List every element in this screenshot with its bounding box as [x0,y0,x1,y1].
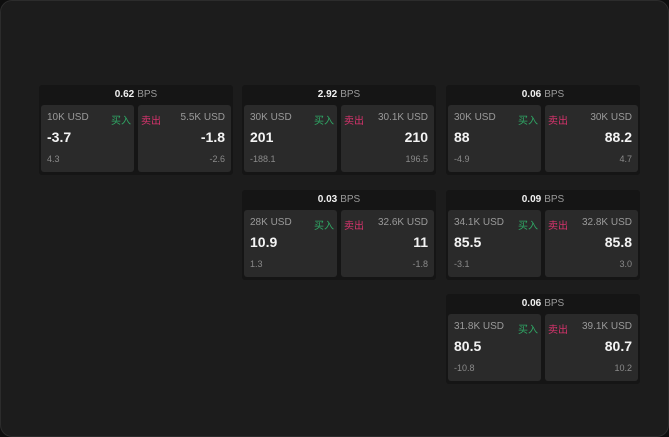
sell-label: 卖出 [548,325,568,336]
spread-unit: BPS [340,89,361,100]
quote-cells: 30K USD 买入 201 -188.1 30.1K USD 卖出 210 1… [242,105,436,172]
sell-change: 4.7 [619,154,632,164]
buy-size: 30K USD [250,112,292,123]
sell-quote-cell[interactable]: 32.6K USD 卖出 11 -1.8 [341,210,434,277]
buy-size: 10K USD [47,112,89,123]
spread-unit: BPS [340,194,361,205]
sell-size: 39.1K USD [581,321,632,332]
buy-price: 80.5 [454,338,482,354]
sell-change: 3.0 [619,259,632,269]
buy-change: 4.3 [47,154,60,164]
sell-quote-cell[interactable]: 39.1K USD 卖出 80.7 10.2 [545,314,638,381]
spread-value: 0.06 [521,89,542,100]
buy-change: -188.1 [250,154,276,164]
buy-price: 201 [250,129,274,145]
sell-size: 32.8K USD [581,217,632,228]
spread-header: 0.06 BPS [446,85,640,105]
sell-label: 卖出 [548,116,568,127]
quote-cells: 31.8K USD 买入 80.5 -10.8 39.1K USD 卖出 80.… [446,314,640,381]
buy-quote-cell[interactable]: 31.8K USD 买入 80.5 -10.8 [448,314,541,381]
sell-label: 卖出 [141,116,161,127]
spread-value: 0.03 [317,194,338,205]
spread-header: 0.06 BPS [446,294,640,314]
buy-size: 31.8K USD [454,321,505,332]
spread-unit: BPS [137,89,158,100]
spread-unit: BPS [544,89,565,100]
buy-quote-cell[interactable]: 30K USD 买入 201 -188.1 [244,105,337,172]
spread-value: 0.06 [521,298,542,309]
buy-label: 买入 [518,325,538,336]
sell-change: 196.5 [405,154,428,164]
buy-price: 10.9 [250,234,278,250]
quote-cells: 10K USD 买入 -3.7 4.3 5.5K USD 卖出 -1.8 -2.… [39,105,233,172]
spread-header: 2.92 BPS [242,85,436,105]
buy-quote-cell[interactable]: 34.1K USD 买入 85.5 -3.1 [448,210,541,277]
quote-card: 0.03 BPS 28K USD 买入 10.9 1.3 32.6K USD 卖出… [242,190,436,280]
spread-unit: BPS [544,194,565,205]
buy-label: 买入 [111,116,131,127]
sell-price: 210 [404,129,428,145]
buy-change: 1.3 [250,259,263,269]
sell-size: 32.6K USD [377,217,428,228]
buy-quote-cell[interactable]: 10K USD 买入 -3.7 4.3 [41,105,134,172]
sell-price: 11 [413,234,428,250]
sell-quote-cell[interactable]: 30K USD 卖出 88.2 4.7 [545,105,638,172]
buy-price: 85.5 [454,234,482,250]
sell-quote-cell[interactable]: 5.5K USD 卖出 -1.8 -2.6 [138,105,231,172]
sell-label: 卖出 [344,116,364,127]
sell-change: -2.6 [209,154,225,164]
buy-price: -3.7 [47,129,72,145]
spread-value: 0.62 [114,89,135,100]
quote-card: 2.92 BPS 30K USD 买入 201 -188.1 30.1K USD … [242,85,436,175]
sell-price: 80.7 [604,338,632,354]
quote-card: 0.62 BPS 10K USD 买入 -3.7 4.3 5.5K USD 卖出 … [39,85,233,175]
sell-quote-cell[interactable]: 30.1K USD 卖出 210 196.5 [341,105,434,172]
quote-card: 0.06 BPS 31.8K USD 买入 80.5 -10.8 39.1K US… [446,294,640,384]
buy-label: 买入 [314,221,334,232]
quote-card: 0.09 BPS 34.1K USD 买入 85.5 -3.1 32.8K USD… [446,190,640,280]
sell-change: -1.8 [412,259,428,269]
quote-cells: 28K USD 买入 10.9 1.3 32.6K USD 卖出 11 -1.8 [242,210,436,277]
spread-value: 0.09 [521,194,542,205]
spread-header: 0.09 BPS [446,190,640,210]
buy-change: -10.8 [454,363,475,373]
spread-header: 0.03 BPS [242,190,436,210]
sell-price: 85.8 [604,234,632,250]
buy-price: 88 [454,129,470,145]
buy-size: 34.1K USD [454,217,505,228]
quote-cells: 34.1K USD 买入 85.5 -3.1 32.8K USD 卖出 85.8… [446,210,640,277]
spread-value: 2.92 [317,89,338,100]
sell-size: 30.1K USD [377,112,428,123]
sell-size: 30K USD [590,112,632,123]
buy-label: 买入 [314,116,334,127]
quote-card: 0.06 BPS 30K USD 买入 88 -4.9 30K USD 卖出 88… [446,85,640,175]
sell-change: 10.2 [614,363,632,373]
buy-quote-cell[interactable]: 30K USD 买入 88 -4.9 [448,105,541,172]
buy-quote-cell[interactable]: 28K USD 买入 10.9 1.3 [244,210,337,277]
sell-label: 卖出 [548,221,568,232]
sell-quote-cell[interactable]: 32.8K USD 卖出 85.8 3.0 [545,210,638,277]
spread-header: 0.62 BPS [39,85,233,105]
spread-unit: BPS [544,298,565,309]
sell-price: -1.8 [200,129,225,145]
buy-size: 30K USD [454,112,496,123]
quote-cells: 30K USD 买入 88 -4.9 30K USD 卖出 88.2 4.7 [446,105,640,172]
buy-label: 买入 [518,221,538,232]
buy-label: 买入 [518,116,538,127]
buy-change: -3.1 [454,259,470,269]
buy-size: 28K USD [250,217,292,228]
sell-label: 卖出 [344,221,364,232]
buy-change: -4.9 [454,154,470,164]
sell-price: 88.2 [604,129,632,145]
sell-size: 5.5K USD [180,112,225,123]
